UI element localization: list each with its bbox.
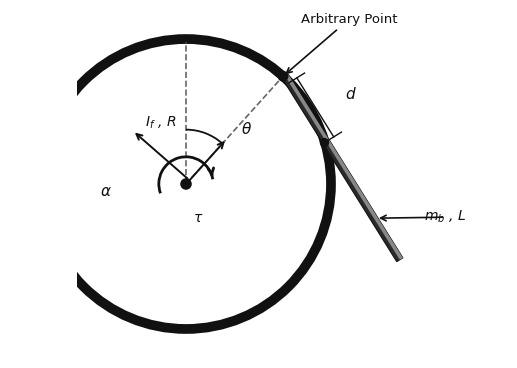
Text: $I_f$ , R: $I_f$ , R bbox=[145, 114, 176, 131]
Text: $\alpha$: $\alpha$ bbox=[100, 184, 112, 199]
Text: Arbitrary Point: Arbitrary Point bbox=[286, 13, 398, 73]
Text: $d$: $d$ bbox=[345, 86, 356, 102]
Text: $m_b$ , L: $m_b$ , L bbox=[424, 209, 466, 225]
Text: $\theta$: $\theta$ bbox=[241, 121, 252, 137]
Circle shape bbox=[278, 71, 288, 81]
Circle shape bbox=[181, 179, 191, 189]
Polygon shape bbox=[281, 73, 403, 262]
Circle shape bbox=[321, 139, 328, 146]
Text: $\tau$: $\tau$ bbox=[193, 212, 204, 226]
Polygon shape bbox=[284, 73, 403, 260]
